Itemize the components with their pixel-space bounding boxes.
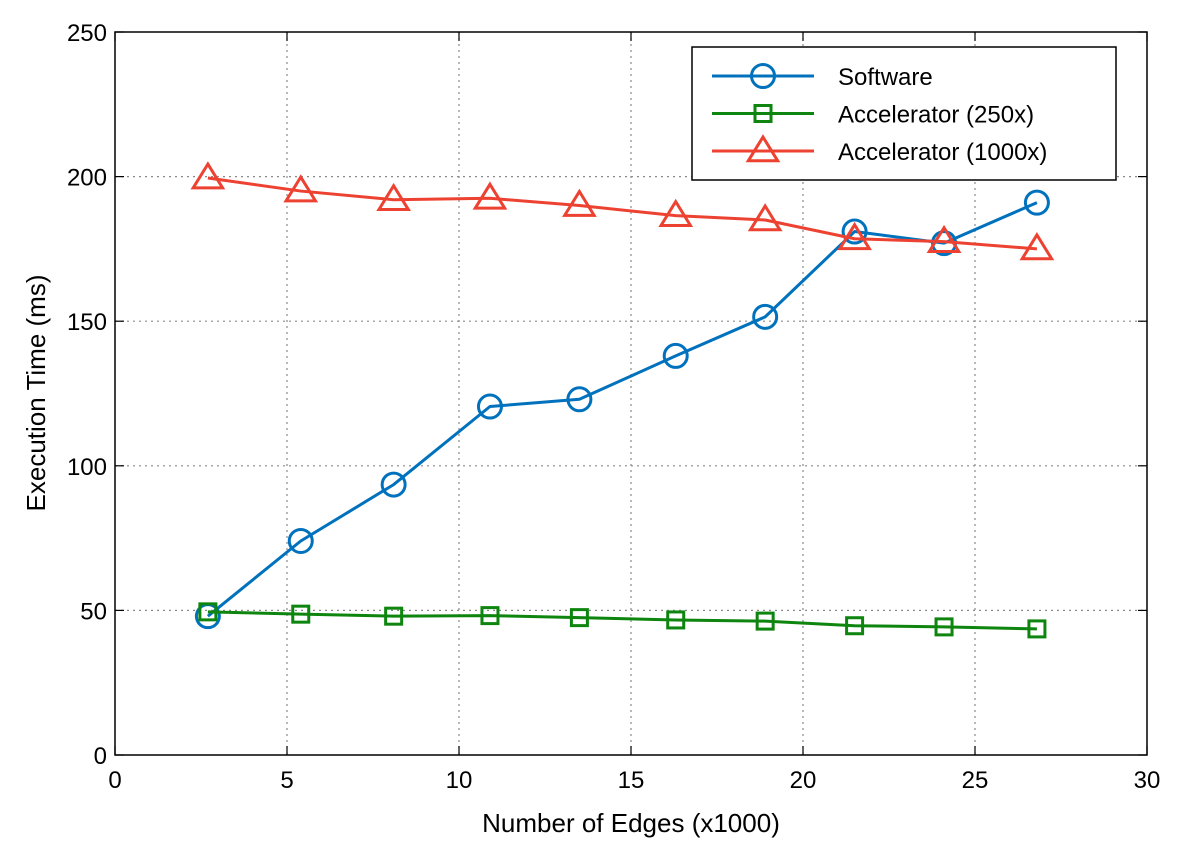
data-point-circle: [287, 527, 314, 554]
data-point-triangle: [837, 221, 872, 251]
x-tick-label: 20: [790, 767, 817, 794]
y-tick-label: 150: [67, 309, 107, 336]
data-point-circle: [752, 303, 779, 330]
data-point-triangle: [562, 188, 597, 217]
series-layer: [190, 161, 1055, 639]
x-tick-label: 30: [1134, 767, 1161, 794]
data-point-circle: [1023, 189, 1050, 216]
data-point-circle: [380, 471, 407, 498]
data-point-triangle: [472, 181, 508, 210]
data-point-triangle: [283, 174, 319, 203]
data-point-square: [1027, 619, 1047, 639]
legend-label: Accelerator (250x): [838, 102, 1034, 129]
legend-entry: Accelerator (1000x): [712, 134, 1047, 166]
data-point-triangle: [190, 161, 226, 190]
y-tick-label: 250: [67, 20, 107, 47]
data-point-square: [845, 616, 865, 636]
x-tick-label: 10: [446, 767, 473, 794]
data-point-square: [198, 602, 218, 622]
series-1: [198, 602, 1047, 639]
legend-marker: [753, 104, 773, 123]
series-line: [207, 176, 1038, 251]
y-tick-label: 50: [80, 598, 107, 625]
legend-entry: Accelerator (250x): [712, 102, 1034, 129]
y-axis-label: Execution Time (ms): [21, 275, 51, 512]
legend: Software Accelerator (250x) Accelerator (1…: [691, 46, 1117, 181]
legend-label: Software: [838, 64, 933, 91]
axis-ticks: 0 5 10 15 20 25 30 0 50 100 150 200 250: [67, 20, 1160, 794]
x-axis-label: Number of Edges (x1000): [482, 808, 780, 838]
data-point-triangle: [926, 224, 962, 253]
data-point-circle: [841, 218, 868, 245]
legend-marker: [745, 134, 781, 163]
x-tick-label: 5: [280, 767, 293, 794]
x-tick-label: 0: [108, 767, 121, 794]
data-point-square: [291, 604, 311, 624]
legend-entry: Software: [712, 63, 933, 91]
series-2: [190, 161, 1055, 261]
series-line: [206, 201, 1038, 618]
y-tick-label: 200: [67, 165, 107, 192]
data-point-square: [569, 608, 589, 628]
data-point-square: [934, 617, 954, 637]
y-tick-label: 100: [67, 454, 107, 481]
data-point-circle: [662, 342, 689, 369]
data-point-square: [666, 610, 686, 630]
data-point-triangle: [747, 203, 783, 232]
x-tick-label: 25: [962, 767, 989, 794]
data-point-circle: [566, 386, 593, 413]
data-point-square: [480, 606, 500, 626]
y-tick-label: 0: [94, 743, 107, 770]
data-point-square: [755, 611, 775, 631]
data-point-square: [384, 606, 404, 626]
legend-label: Accelerator (1000x): [838, 139, 1047, 166]
data-point-triangle: [376, 182, 412, 212]
data-point-triangle: [658, 198, 694, 227]
data-point-triangle: [1019, 232, 1055, 261]
series-line: [207, 610, 1037, 631]
x-tick-label: 15: [618, 767, 645, 794]
data-point-circle: [476, 393, 503, 420]
legend-marker: [750, 63, 776, 89]
